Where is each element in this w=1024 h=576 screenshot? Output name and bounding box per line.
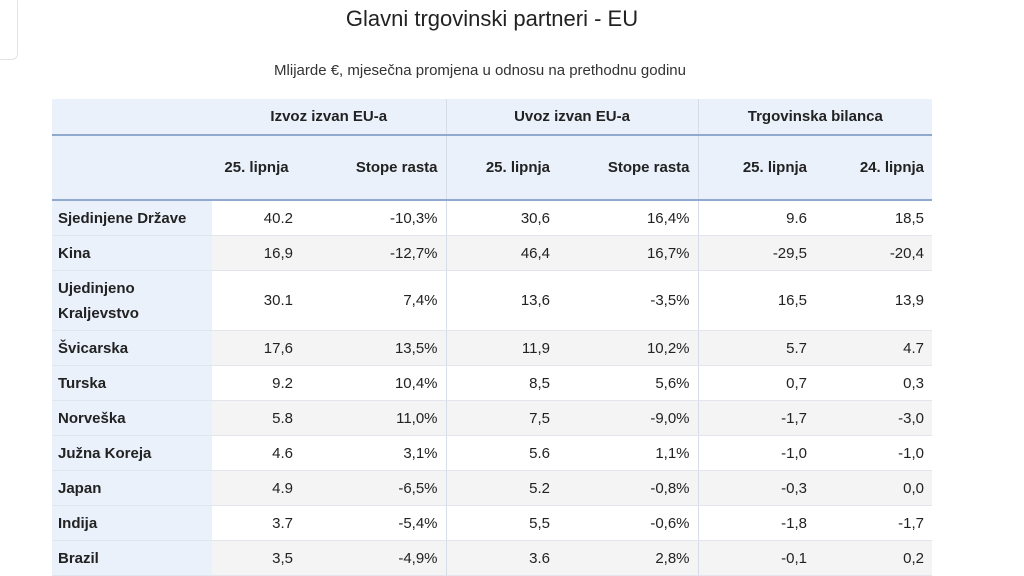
import-growth-cell: -9,0% [558,400,699,436]
import-value-cell: 30,6 [445,200,559,236]
import-growth-cell: 10,2% [558,330,699,366]
table-row: Turska 9.2 10,4% 8,5 5,6% 0,7 0,3 [52,365,933,401]
column-header-import-growth: Stope rasta [558,135,699,201]
group-header-imports: Uvoz izvan EU-a [445,99,699,136]
export-growth-cell: 10,4% [301,365,447,401]
column-header-country [52,135,212,201]
balance-previous-cell: -3,0 [815,400,933,436]
export-growth-cell: -4,9% [301,540,447,576]
import-value-cell: 13,6 [445,270,559,331]
export-growth-cell: 11,0% [301,400,447,436]
export-growth-cell: 13,5% [301,330,447,366]
export-growth-cell: 7,4% [301,270,447,331]
balance-previous-cell: 0,3 [815,365,933,401]
table-row: Ujedinjeno Kraljevstvo 30.1 7,4% 13,6 -3,5% 1… [52,270,933,331]
balance-current-cell: -1,0 [697,435,816,471]
country-cell: Brazil [52,540,212,576]
balance-previous-cell: 13,9 [815,270,933,331]
balance-current-cell: -1,7 [697,400,816,436]
export-growth-cell: -12,7% [301,235,447,271]
balance-current-cell: -1,8 [697,505,816,541]
import-value-cell: 5.6 [445,435,559,471]
balance-current-cell: -0,1 [697,540,816,576]
export-value-cell: 16,9 [212,235,301,271]
country-cell: Kina [52,235,212,271]
import-growth-cell: 16,4% [558,200,699,236]
export-value-cell: 17,6 [212,330,301,366]
export-value-cell: 5.8 [212,400,301,436]
export-value-cell: 4.6 [212,435,301,471]
table-row: Južna Koreja 4.6 3,1% 5.6 1,1% -1,0 -1,0 [52,435,933,471]
balance-previous-cell: -1,7 [815,505,933,541]
page-title: Glavni trgovinski partneri - EU [345,6,639,31]
table-row: Indija 3.7 -5,4% 5,5 -0,6% -1,8 -1,7 [52,505,933,541]
column-header-balance-current: 25. lipnja [697,135,816,201]
window-edge [0,0,18,60]
column-header-export-growth: Stope rasta [301,135,447,201]
balance-current-cell: 5.7 [697,330,816,366]
table-row: Kina 16,9 -12,7% 46,4 16,7% -29,5 -20,4 [52,235,933,271]
import-value-cell: 7,5 [445,400,559,436]
table-row: Japan 4.9 -6,5% 5.2 -0,8% -0,3 0,0 [52,470,933,506]
country-cell: Turska [52,365,212,401]
balance-previous-cell: 18,5 [815,200,933,236]
import-value-cell: 5.2 [445,470,559,506]
export-value-cell: 3.7 [212,505,301,541]
export-growth-cell: -6,5% [301,470,447,506]
balance-previous-cell: 4.7 [815,330,933,366]
import-growth-cell: 16,7% [558,235,699,271]
export-value-cell: 4.9 [212,470,301,506]
balance-previous-cell: -1,0 [815,435,933,471]
export-value-cell: 9.2 [212,365,301,401]
group-header-blank [52,99,212,136]
import-value-cell: 46,4 [445,235,559,271]
page-subtitle: Mlijarde €, mjesečna promjena u odnosu n… [274,62,686,79]
table-body: Sjedinjene Države 40.2 -10,3% 30,6 16,4% 9.6 1… [52,200,933,576]
import-growth-cell: -3,5% [558,270,699,331]
export-value-cell: 40.2 [212,200,301,236]
import-value-cell: 5,5 [445,505,559,541]
import-value-cell: 8,5 [445,365,559,401]
export-growth-cell: -5,4% [301,505,447,541]
balance-current-cell: 16,5 [697,270,816,331]
import-growth-cell: 5,6% [558,365,699,401]
group-header-balance: Trgovinska bilanca [697,99,933,136]
column-header-balance-previous: 24. lipnja [815,135,933,201]
import-growth-cell: 1,1% [558,435,699,471]
export-growth-cell: -10,3% [301,200,447,236]
balance-current-cell: 0,7 [697,365,816,401]
country-cell: Japan [52,470,212,506]
balance-current-cell: 9.6 [697,200,816,236]
column-header-export-value: 25. lipnja [212,135,301,201]
table-row: Brazil 3,5 -4,9% 3.6 2,8% -0,1 0,2 [52,540,933,576]
balance-current-cell: -29,5 [697,235,816,271]
balance-previous-cell: 0,2 [815,540,933,576]
country-cell: Norveška [52,400,212,436]
column-group-row: Izvoz izvan EU-a Uvoz izvan EU-a Trgovin… [52,99,933,136]
balance-current-cell: -0,3 [697,470,816,506]
export-growth-cell: 3,1% [301,435,447,471]
country-cell: Švicarska [52,330,212,366]
country-cell: Indija [52,505,212,541]
import-growth-cell: -0,6% [558,505,699,541]
import-value-cell: 3.6 [445,540,559,576]
table-row: Norveška 5.8 11,0% 7,5 -9,0% -1,7 -3,0 [52,400,933,436]
country-cell: Sjedinjene Države [52,200,212,236]
import-growth-cell: 2,8% [558,540,699,576]
country-cell: Ujedinjeno Kraljevstvo [52,270,212,331]
import-growth-cell: -0,8% [558,470,699,506]
column-header-import-value: 25. lipnja [445,135,559,201]
country-cell: Južna Koreja [52,435,212,471]
trade-partners-table: Izvoz izvan EU-a Uvoz izvan EU-a Trgovin… [52,99,933,576]
table-row: Sjedinjene Države 40.2 -10,3% 30,6 16,4% 9.6 1… [52,200,933,236]
balance-previous-cell: -20,4 [815,235,933,271]
balance-previous-cell: 0,0 [815,470,933,506]
table-row: Švicarska 17,6 13,5% 11,9 10,2% 5.7 4.7 [52,330,933,366]
export-value-cell: 30.1 [212,270,301,331]
group-header-exports: Izvoz izvan EU-a [212,99,447,136]
column-header-row: 25. lipnja Stope rasta 25. lipnja Stope … [52,135,933,201]
import-value-cell: 11,9 [445,330,559,366]
export-value-cell: 3,5 [212,540,301,576]
